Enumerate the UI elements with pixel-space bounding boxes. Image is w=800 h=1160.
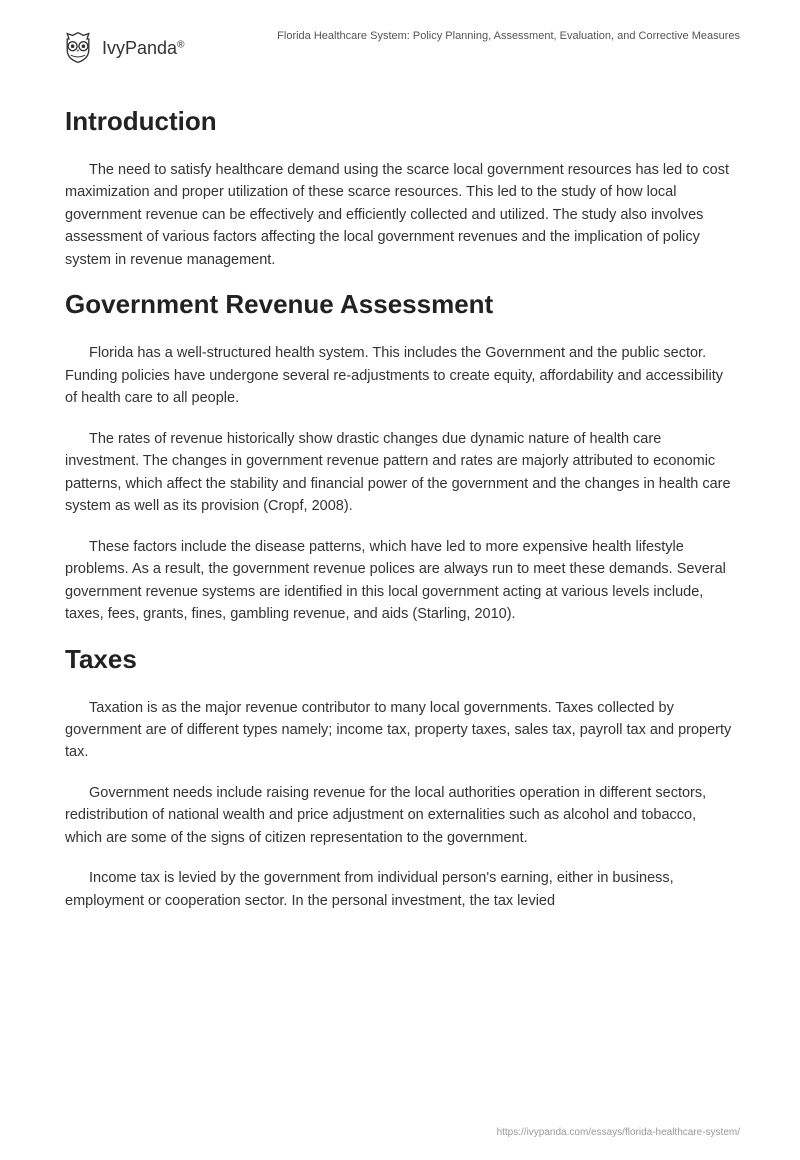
heading-introduction: Introduction	[65, 106, 735, 137]
paragraph: Government needs include raising revenue…	[65, 782, 735, 849]
article-content: Introduction The need to satisfy healthc…	[60, 106, 740, 912]
page-header: IvyPanda® Florida Healthcare System: Pol…	[60, 30, 740, 66]
logo-registered: ®	[177, 39, 184, 50]
logo: IvyPanda®	[60, 30, 184, 66]
logo-name: IvyPanda	[102, 38, 177, 58]
article-title: Florida Healthcare System: Policy Planni…	[277, 30, 740, 42]
heading-taxes: Taxes	[65, 644, 735, 675]
logo-text: IvyPanda®	[102, 38, 184, 59]
paragraph: Florida has a well-structured health sys…	[65, 342, 735, 409]
heading-government-revenue: Government Revenue Assessment	[65, 289, 735, 320]
paragraph: Income tax is levied by the government f…	[65, 867, 735, 912]
paragraph: The need to satisfy healthcare demand us…	[65, 159, 735, 271]
paragraph: Taxation is as the major revenue contrib…	[65, 697, 735, 764]
footer-url: https://ivypanda.com/essays/florida-heal…	[497, 1127, 740, 1138]
paragraph: The rates of revenue historically show d…	[65, 428, 735, 518]
owl-icon	[60, 30, 96, 66]
paragraph: These factors include the disease patter…	[65, 536, 735, 626]
